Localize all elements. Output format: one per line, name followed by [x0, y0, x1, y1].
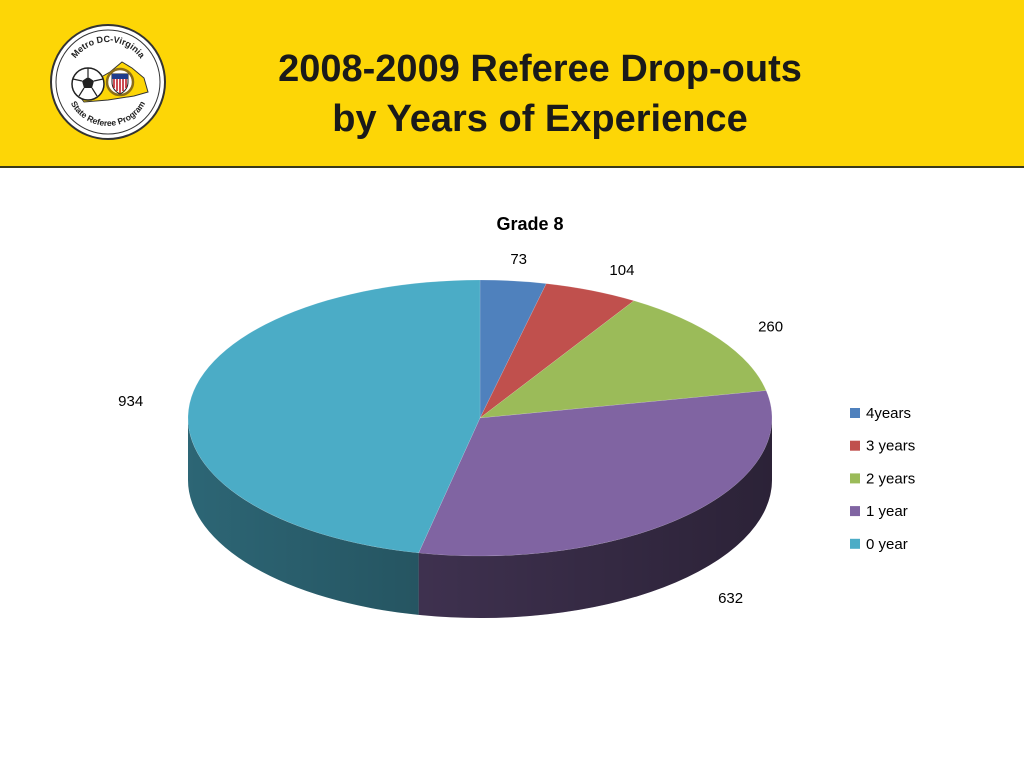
referee-program-logo: Metro DC-Virginia State Referee Program: [50, 24, 166, 140]
legend-swatch-3-years: [850, 440, 860, 451]
pie-chart-svg: Grade 8 73 104 260 632 934 4years 3 years 2 ye…: [118, 214, 915, 618]
data-label-1-year: 632: [718, 590, 743, 607]
slide-title: 2008-2009 Referee Drop-outs by Years of …: [200, 44, 880, 144]
legend-swatch-4years: [850, 408, 860, 418]
legend-swatch-1-year: [850, 506, 860, 517]
pie-sides: [188, 418, 772, 618]
legend-label-2-years: 2 years: [866, 470, 915, 487]
legend-swatch-2-years: [850, 473, 860, 484]
pie-slice-1-year: [418, 390, 773, 557]
legend-label-0-year: 0 year: [866, 536, 908, 553]
pie-chart: Grade 8 73 104 260 632 934 4years 3 years 2 ye…: [0, 170, 1024, 768]
pie-slice-4years: [479, 279, 547, 419]
legend-swatch-0-year: [850, 538, 860, 549]
pie-slice-2-years: [479, 300, 767, 419]
data-label-3-years: 104: [609, 262, 634, 279]
pie-slice-0-year: [187, 279, 481, 554]
legend-label-3-years: 3 years: [866, 438, 915, 455]
title-banner: Metro DC-Virginia State Referee Program …: [0, 0, 1024, 168]
slide-title-line2: by Years of Experience: [332, 98, 748, 140]
pie-slice-3-years: [479, 283, 635, 419]
legend: 4years 3 years 2 years 1 year 0 year: [850, 405, 915, 553]
pie-tops: [187, 279, 773, 557]
legend-label-4years: 4years: [866, 405, 911, 422]
pie-side-shading: [188, 418, 772, 618]
legend-label-1-year: 1 year: [866, 503, 908, 520]
data-label-0-year: 934: [118, 393, 143, 410]
data-label-4years: 73: [510, 251, 527, 268]
data-labels: 73 104 260 632 934: [118, 251, 783, 607]
data-label-2-years: 260: [758, 319, 783, 336]
chart-title: Grade 8: [496, 214, 563, 234]
slide-title-line1: 2008-2009 Referee Drop-outs: [278, 48, 802, 90]
